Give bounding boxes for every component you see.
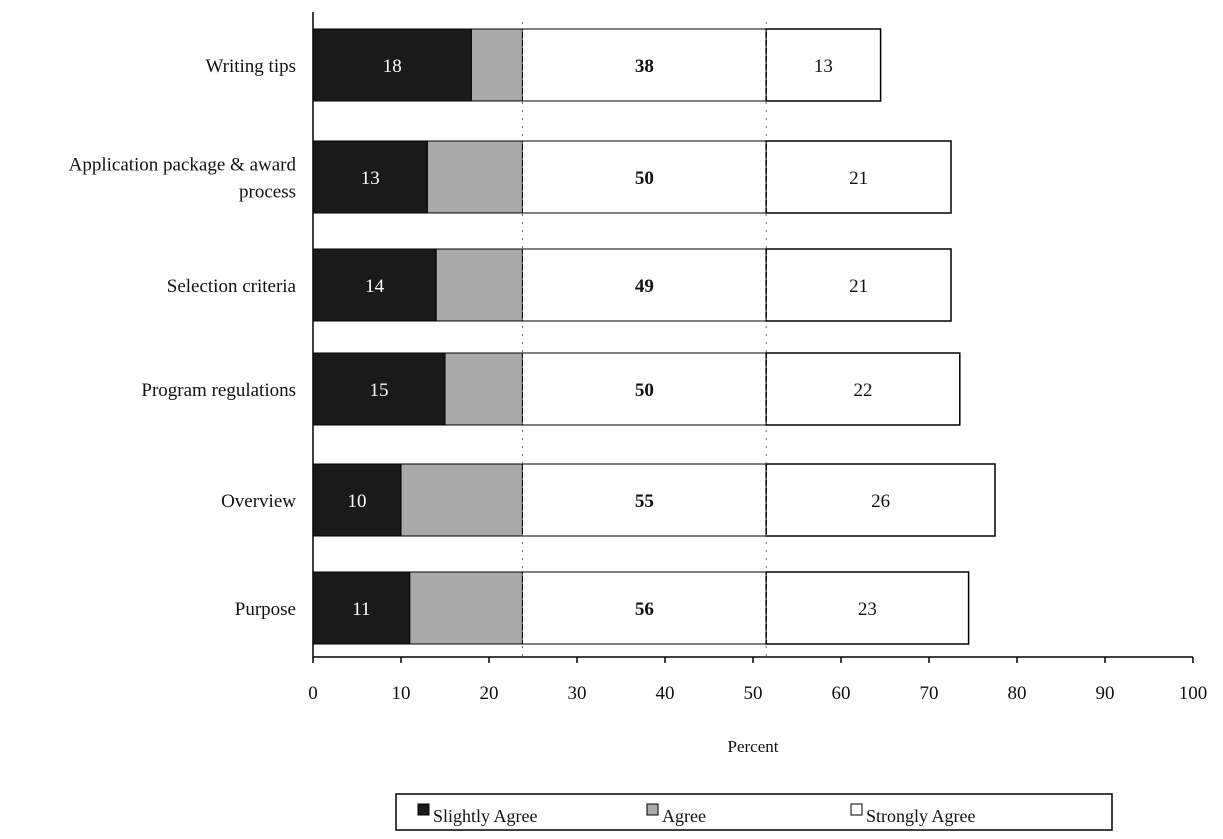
bar-strongly-agree — [765, 28, 882, 102]
legend-swatch-agree — [646, 803, 659, 816]
data-label-strongly-agree: 13 — [814, 56, 833, 77]
axes-layer: 0 10 20 30 40 50 60 70 80 90 100 Percent — [308, 12, 1207, 756]
data-label-agree: 50 — [635, 168, 654, 189]
x-tick-label-80: 80 — [1008, 683, 1027, 704]
data-label-agree: 49 — [635, 276, 654, 297]
bars-layer — [312, 28, 996, 645]
category-label-application-package-award-process-line-1: Application package & award — [69, 155, 297, 176]
bar-slightly-agree — [312, 352, 446, 426]
data-label-agree: 56 — [635, 599, 654, 620]
data-label-slightly-agree: 13 — [361, 168, 380, 189]
data-label-agree: 38 — [635, 56, 654, 77]
category-label-purpose: Purpose — [235, 599, 296, 620]
bar-agree-break — [521, 571, 767, 645]
x-tick-label-40: 40 — [656, 683, 675, 704]
bar-slightly-agree — [312, 571, 411, 645]
legend-label-strongly-agree: Strongly Agree — [866, 806, 976, 826]
bar-row-purpose — [312, 571, 970, 645]
bar-row-selection-criteria — [312, 248, 952, 322]
data-label-slightly-agree: 11 — [352, 599, 370, 620]
data-label-strongly-agree: 21 — [849, 276, 868, 297]
legend-box — [395, 793, 1113, 831]
category-label-program-regulations: Program regulations — [141, 380, 296, 401]
legend-swatch-strongly-agree — [850, 803, 863, 816]
labels-layer: 18 38 13 Writing tips 13 50 21 Application pack… — [69, 56, 890, 620]
bar-strongly-agree — [765, 248, 952, 322]
category-label-application-package-award-process-line-2: process — [239, 182, 296, 203]
bar-slightly-agree — [312, 28, 472, 102]
x-tick-label-90: 90 — [1096, 683, 1115, 704]
bar-row-application-package-award-process — [312, 140, 952, 214]
data-label-strongly-agree: 23 — [858, 599, 877, 620]
bar-strongly-agree — [765, 463, 996, 537]
x-tick-label-100: 100 — [1179, 683, 1208, 704]
bar-agree-left — [426, 140, 523, 214]
bar-agree-left — [435, 248, 523, 322]
bar-agree-break — [521, 352, 767, 426]
bar-strongly-agree — [765, 352, 961, 426]
x-tick-label-60: 60 — [832, 683, 851, 704]
data-label-strongly-agree: 26 — [871, 491, 890, 512]
x-tick-label-20: 20 — [480, 683, 499, 704]
data-label-slightly-agree: 18 — [383, 56, 402, 77]
data-label-strongly-agree: 21 — [849, 168, 868, 189]
bar-row-writing-tips — [312, 28, 882, 102]
x-tick-label-10: 10 — [392, 683, 411, 704]
x-tick-label-50: 50 — [744, 683, 763, 704]
bar-agree-left — [470, 28, 523, 102]
x-tick-label-30: 30 — [568, 683, 587, 704]
x-tick-label-70: 70 — [920, 683, 939, 704]
bar-row-overview — [312, 463, 996, 537]
data-label-agree: 55 — [635, 491, 654, 512]
bar-agree-left — [444, 352, 523, 426]
category-label-selection-criteria: Selection criteria — [167, 276, 297, 297]
bar-agree-left — [400, 463, 523, 537]
x-tick-label-0: 0 — [308, 683, 318, 704]
legend-label-agree: Agree — [662, 806, 706, 826]
bar-agree-break — [521, 140, 767, 214]
bar-agree-left — [409, 571, 523, 645]
data-label-slightly-agree: 15 — [370, 380, 389, 401]
bar-agree-break — [521, 28, 767, 102]
bar-row-program-regulations — [312, 352, 961, 426]
data-label-agree: 50 — [635, 380, 654, 401]
data-label-strongly-agree: 22 — [854, 380, 873, 401]
bar-strongly-agree — [765, 571, 970, 645]
bar-slightly-agree — [312, 140, 428, 214]
data-label-slightly-agree: 10 — [348, 491, 367, 512]
category-label-writing-tips: Writing tips — [205, 56, 296, 77]
legend: Slightly Agree Agree Strongly Agree — [395, 793, 1113, 831]
x-axis-title: Percent — [728, 737, 779, 756]
bar-strongly-agree — [765, 140, 952, 214]
legend-swatch-slightly-agree — [417, 803, 430, 816]
data-label-slightly-agree: 14 — [365, 276, 385, 297]
bar-agree-break — [521, 463, 767, 537]
legend-label-slightly-agree: Slightly Agree — [433, 806, 538, 826]
category-label-overview: Overview — [221, 491, 296, 512]
